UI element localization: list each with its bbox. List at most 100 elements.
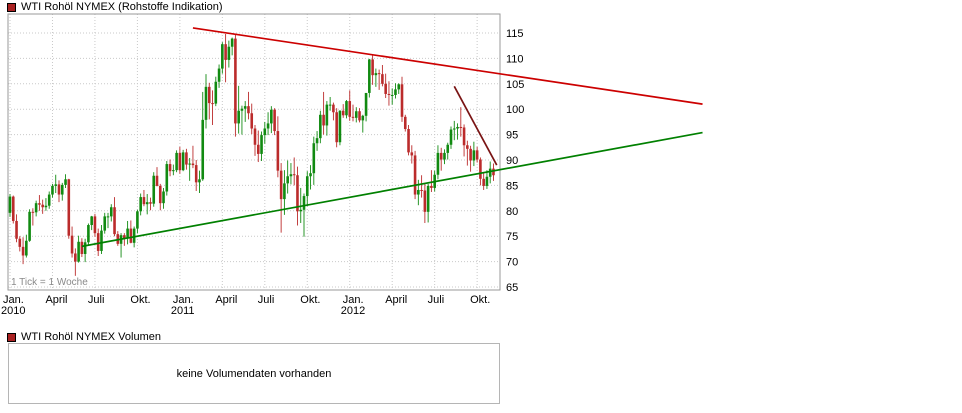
x-axis-label: Okt. bbox=[300, 294, 320, 306]
candle-body bbox=[430, 185, 433, 188]
y-axis-label: 65 bbox=[506, 282, 518, 294]
volume-empty-box: keine Volumendaten vorhanden bbox=[8, 343, 500, 404]
candle-body bbox=[8, 196, 12, 213]
candle-body bbox=[132, 228, 136, 243]
candle-body bbox=[106, 216, 110, 218]
candle-body bbox=[459, 126, 463, 128]
candle-body bbox=[270, 109, 273, 124]
candle-body bbox=[80, 241, 84, 254]
candle-body bbox=[390, 94, 394, 96]
candle-body bbox=[475, 150, 479, 160]
candle-body bbox=[149, 202, 152, 204]
candle-body bbox=[292, 174, 296, 176]
x-axis-label: Jan. bbox=[3, 294, 24, 306]
candle-body bbox=[139, 197, 142, 212]
candle-body bbox=[129, 228, 133, 243]
x-axis-year: 2012 bbox=[341, 305, 365, 317]
candle-body bbox=[57, 184, 61, 195]
candle-body bbox=[172, 170, 175, 172]
candle-body bbox=[256, 144, 260, 154]
candle-body bbox=[394, 89, 397, 95]
candle-body bbox=[299, 209, 303, 212]
candle-body bbox=[446, 144, 450, 153]
candle-body bbox=[260, 135, 263, 154]
candle-body bbox=[230, 38, 234, 47]
candle-body bbox=[162, 191, 165, 204]
candle-body bbox=[364, 92, 368, 116]
candle-body bbox=[436, 152, 440, 175]
candle-body bbox=[325, 104, 329, 126]
candle-body bbox=[34, 203, 38, 213]
candle-body bbox=[221, 44, 224, 69]
candle-body bbox=[407, 129, 410, 153]
candle-body bbox=[109, 207, 113, 217]
candle-body bbox=[25, 240, 28, 256]
candle-body bbox=[305, 176, 309, 197]
candle-body bbox=[361, 115, 365, 121]
candle-body bbox=[158, 185, 162, 204]
candle-body bbox=[227, 46, 231, 60]
candle-body bbox=[266, 123, 270, 129]
candle-body bbox=[479, 159, 482, 179]
x-axis-label: Juli bbox=[428, 294, 445, 306]
candle-body bbox=[439, 152, 443, 160]
candle-body bbox=[341, 110, 345, 116]
candle-body bbox=[224, 44, 227, 60]
candle-body bbox=[289, 174, 293, 177]
candle-body bbox=[234, 38, 237, 124]
y-axis-label: 100 bbox=[506, 104, 524, 116]
y-axis-label: 80 bbox=[506, 206, 518, 218]
candle-body bbox=[152, 175, 156, 204]
candle-body bbox=[47, 194, 51, 206]
candle-body bbox=[217, 68, 221, 82]
candle-body bbox=[185, 152, 188, 165]
candle-body bbox=[462, 127, 466, 146]
candle-body bbox=[77, 241, 80, 262]
candle-body bbox=[123, 235, 126, 239]
candle-body bbox=[64, 179, 67, 185]
candle-body bbox=[51, 185, 54, 195]
candle-body bbox=[381, 74, 384, 84]
x-axis-label: April bbox=[45, 294, 67, 306]
candle-body bbox=[243, 106, 247, 109]
x-axis-label: Okt. bbox=[470, 294, 490, 306]
candle-body bbox=[155, 175, 159, 186]
candle-body bbox=[283, 183, 286, 200]
candle-body bbox=[83, 242, 87, 254]
candle-body bbox=[38, 203, 41, 205]
candle-body bbox=[74, 253, 77, 262]
candle-body bbox=[377, 73, 381, 75]
series-marker-icon bbox=[7, 332, 16, 342]
candle-body bbox=[469, 148, 472, 161]
volume-empty-message: keine Volumendaten vorhanden bbox=[176, 367, 332, 380]
candle-body bbox=[354, 111, 358, 118]
x-axis-label: Juli bbox=[258, 294, 275, 306]
candle-body bbox=[371, 59, 374, 76]
candle-body bbox=[237, 110, 240, 124]
candle-body bbox=[286, 176, 289, 184]
volume-chart-title: WTI Rohöl NYMEX Volumen bbox=[21, 331, 161, 343]
candle-body bbox=[417, 189, 420, 195]
candle-body bbox=[168, 164, 172, 172]
candle-body bbox=[96, 233, 100, 251]
candle-body bbox=[374, 73, 378, 76]
y-axis-label: 70 bbox=[506, 257, 518, 269]
candle-body bbox=[204, 86, 208, 120]
candle-body bbox=[67, 179, 71, 236]
candle-body bbox=[201, 119, 205, 180]
x-axis-label: Jan. bbox=[173, 294, 194, 306]
candle-body bbox=[90, 216, 93, 226]
candle-body bbox=[452, 128, 456, 130]
interval-note: 1 Tick = 1 Woche bbox=[11, 277, 88, 288]
candle-body bbox=[240, 108, 244, 111]
candle-body bbox=[198, 179, 201, 183]
y-axis-label: 110 bbox=[506, 53, 524, 65]
candle-body bbox=[400, 84, 404, 117]
series-marker-icon bbox=[7, 2, 16, 12]
candle-body bbox=[368, 59, 371, 93]
candle-body bbox=[87, 225, 90, 243]
candle-body bbox=[279, 170, 283, 200]
candle-body bbox=[348, 101, 352, 117]
candle-body bbox=[420, 189, 423, 191]
